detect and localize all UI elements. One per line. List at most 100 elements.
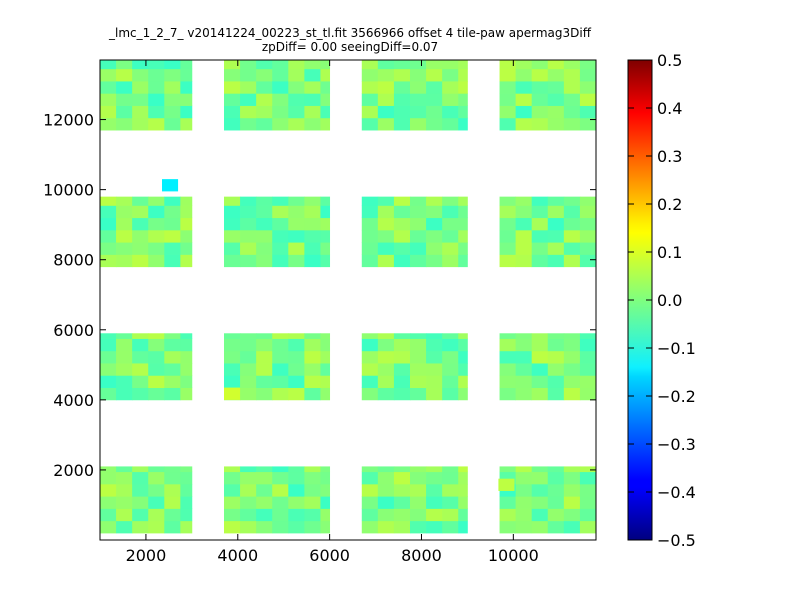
heatmap-cell xyxy=(164,254,181,268)
heatmap-cell xyxy=(499,81,517,94)
heatmap-cell xyxy=(547,117,565,131)
heatmap-cell xyxy=(361,81,379,94)
heatmap-cell xyxy=(563,387,581,401)
heatmap-cell xyxy=(272,217,289,231)
heatmap-cell xyxy=(361,105,379,119)
heatmap-cell xyxy=(320,508,331,522)
heatmap-cell xyxy=(410,375,427,388)
heatmap-cell xyxy=(547,93,565,106)
heatmap-cell xyxy=(499,508,517,522)
heatmap-cell xyxy=(563,508,581,522)
heatmap-cell xyxy=(393,93,411,106)
heatmap-cell xyxy=(272,68,289,82)
heatmap-cell xyxy=(132,217,149,231)
heatmap-cell xyxy=(148,117,165,131)
colorbar-tick-label: 0.1 xyxy=(657,243,682,262)
heatmap-cell xyxy=(256,375,273,388)
heatmap-cell xyxy=(288,508,305,522)
heatmap-cell xyxy=(272,338,289,352)
y-tick-label: 2000 xyxy=(53,461,94,480)
heatmap-cell xyxy=(499,333,517,339)
heatmap-cell xyxy=(426,254,443,268)
heatmap-cell xyxy=(377,93,395,106)
heatmap-cell xyxy=(458,338,468,352)
heatmap-cell xyxy=(579,520,596,534)
heatmap-cell xyxy=(426,483,443,497)
heatmap-cell xyxy=(515,496,533,509)
heatmap-cell xyxy=(579,387,596,401)
heatmap-cell xyxy=(410,217,427,231)
heatmap-cell xyxy=(240,350,257,364)
heatmap-cell xyxy=(132,363,149,376)
heatmap-cell xyxy=(426,466,443,473)
heatmap-cell xyxy=(361,387,379,401)
heatmap-cell xyxy=(132,496,149,509)
heatmap-cell xyxy=(499,105,517,119)
heatmap-cell xyxy=(256,483,273,497)
heatmap-cell xyxy=(410,496,427,509)
heatmap-cell xyxy=(410,60,427,70)
heatmap-cell xyxy=(272,387,289,401)
heatmap-cell xyxy=(393,466,411,473)
heatmap-cell xyxy=(132,350,149,364)
heatmap-cell xyxy=(100,68,117,82)
heatmap-cell xyxy=(148,60,165,70)
heatmap-cell xyxy=(272,471,289,485)
heatmap-cell xyxy=(100,205,117,219)
heatmap-cell xyxy=(579,60,596,70)
heatmap-cell xyxy=(547,338,565,352)
heatmap-cell xyxy=(132,242,149,255)
heatmap-cell xyxy=(515,333,533,339)
heatmap-cell xyxy=(515,254,533,268)
heatmap-cell xyxy=(393,508,411,522)
heatmap-cell xyxy=(499,68,517,82)
heatmap-cell xyxy=(100,242,117,255)
heatmap-cell xyxy=(164,205,181,219)
heatmap-cell xyxy=(442,196,459,206)
heatmap-cell xyxy=(361,217,379,231)
heatmap-cell xyxy=(531,466,549,473)
heatmap-cell xyxy=(272,333,289,339)
heatmap-cell xyxy=(224,81,241,94)
heatmap-cell xyxy=(499,60,517,70)
heatmap-cell xyxy=(458,508,468,522)
heatmap-cell xyxy=(531,105,549,119)
heatmap-cell xyxy=(563,483,581,497)
heatmap-cell xyxy=(531,229,549,243)
heatmap-cell xyxy=(164,483,181,497)
heatmap-cell xyxy=(100,363,117,376)
heatmap-cell xyxy=(224,363,241,376)
heatmap-cell xyxy=(304,496,321,509)
heatmap-cell xyxy=(410,508,427,522)
heatmap-cell xyxy=(164,520,181,534)
heatmap-cell xyxy=(272,117,289,131)
heatmap-cell xyxy=(320,105,331,119)
heatmap-cell xyxy=(224,242,241,255)
heatmap-cell xyxy=(547,466,565,473)
heatmap-cell xyxy=(426,60,443,70)
heatmap-cell xyxy=(272,60,289,70)
heatmap-cell xyxy=(116,105,133,119)
heatmap-cell xyxy=(426,471,443,485)
heatmap-cell xyxy=(272,520,289,534)
heatmap-cell xyxy=(256,508,273,522)
heatmap-cell xyxy=(132,60,149,70)
heatmap-cell xyxy=(458,387,468,401)
heatmap-cell xyxy=(579,483,596,497)
heatmap-cell xyxy=(442,229,459,243)
heatmap-cell xyxy=(240,375,257,388)
heatmap-cell xyxy=(393,229,411,243)
heatmap-cell xyxy=(304,242,321,255)
heatmap-outlier-cell xyxy=(162,179,179,192)
heatmap-cell xyxy=(361,350,379,364)
heatmap-cell xyxy=(100,81,117,94)
heatmap-cell xyxy=(426,508,443,522)
heatmap-cell xyxy=(116,333,133,339)
heatmap-cell xyxy=(320,496,331,509)
colorbar-tick-label: −0.1 xyxy=(657,339,696,358)
heatmap-cell xyxy=(304,387,321,401)
heatmap-cell xyxy=(304,93,321,106)
x-tick-label: 6000 xyxy=(309,546,350,565)
heatmap-cell xyxy=(426,333,443,339)
heatmap-cell xyxy=(272,375,289,388)
